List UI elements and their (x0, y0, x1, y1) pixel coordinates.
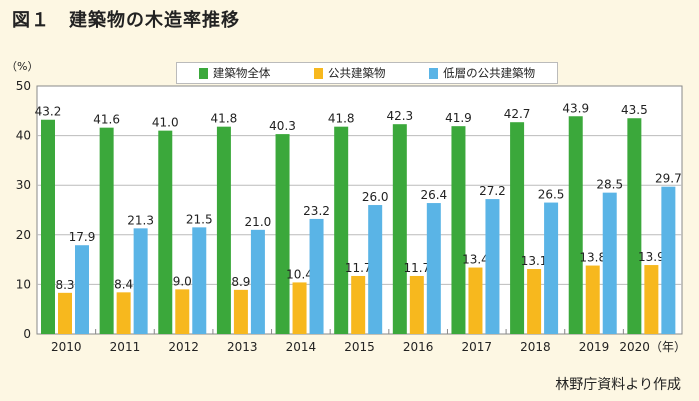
bar-public-buildings (351, 275, 366, 334)
data-label-all-buildings: 41.6 (93, 113, 120, 127)
bar-lowrise-public-buildings (661, 186, 676, 334)
x-tick-label: 2012 (168, 340, 199, 354)
bar-all-buildings (334, 126, 349, 334)
legend-swatch-all-buildings (198, 67, 208, 79)
x-tick-label: 2011 (110, 340, 141, 354)
bar-all-buildings (568, 116, 583, 334)
bar-public-buildings (58, 292, 72, 334)
data-label-public-buildings: 9.0 (173, 274, 192, 288)
bar-lowrise-public-buildings (544, 202, 559, 334)
data-label-public-buildings: 11.7 (345, 261, 372, 275)
x-tick-label: 2016 (403, 340, 434, 354)
data-label-lowrise-public-buildings: 28.5 (596, 178, 623, 192)
x-tick-label: 2010 (51, 340, 82, 354)
y-tick-label: 40 (16, 129, 31, 143)
bar-all-buildings (627, 118, 642, 335)
y-tick-label: 10 (16, 277, 31, 291)
x-tick-label: 2017 (461, 340, 492, 354)
x-tick-label: 2013 (227, 340, 258, 354)
data-label-all-buildings: 42.7 (504, 107, 531, 121)
bar-all-buildings (510, 122, 525, 334)
data-label-lowrise-public-buildings: 21.3 (127, 213, 154, 227)
data-label-public-buildings: 8.4 (114, 277, 133, 291)
data-label-all-buildings: 42.3 (386, 109, 413, 123)
y-tick-label: 20 (16, 228, 31, 242)
data-label-lowrise-public-buildings: 23.2 (303, 204, 330, 218)
bar-all-buildings (158, 130, 173, 334)
bar-public-buildings (644, 265, 659, 334)
legend-item-lowrise-public-buildings: 低層の公共建築物 (429, 65, 535, 81)
legend-swatch-lowrise-public-buildings (429, 67, 439, 79)
bar-public-buildings (233, 289, 248, 334)
bar-public-buildings (527, 269, 542, 334)
x-tick-label: 2015 (344, 340, 375, 354)
data-label-lowrise-public-buildings: 17.9 (69, 230, 96, 244)
bar-lowrise-public-buildings (192, 227, 207, 334)
legend-swatch-public-buildings (313, 67, 323, 79)
y-axis-unit-label: （%） (6, 60, 39, 73)
y-tick-label: 50 (16, 79, 31, 93)
bar-all-buildings (451, 126, 466, 335)
bar-all-buildings (392, 124, 407, 334)
data-label-all-buildings: 41.8 (211, 112, 238, 126)
legend-label-all-buildings: 建築物全体 (212, 66, 271, 80)
bar-all-buildings (99, 127, 114, 334)
data-label-all-buildings: 40.3 (269, 119, 296, 133)
x-tick-label: 2018 (520, 340, 551, 354)
x-tick-label: 2020（年） (619, 340, 686, 354)
data-label-public-buildings: 8.3 (55, 278, 74, 292)
bar-lowrise-public-buildings (485, 199, 500, 334)
data-label-public-buildings: 13.9 (638, 250, 665, 264)
bar-lowrise-public-buildings (602, 192, 617, 334)
y-tick-label: 0 (23, 327, 31, 341)
bar-public-buildings (175, 289, 190, 334)
data-label-lowrise-public-buildings: 26.4 (420, 188, 447, 202)
bar-public-buildings (409, 275, 424, 334)
data-label-all-buildings: 43.9 (562, 101, 589, 115)
bar-lowrise-public-buildings (250, 229, 265, 334)
bar-lowrise-public-buildings (133, 228, 148, 334)
bar-public-buildings (468, 267, 483, 334)
bar-all-buildings (216, 126, 231, 334)
source-note: 林野庁資料より作成 (555, 377, 681, 393)
data-label-lowrise-public-buildings: 26.5 (538, 188, 565, 202)
data-label-lowrise-public-buildings: 27.2 (479, 184, 506, 198)
legend: 建築物全体 公共建築物 低層の公共建築物 (176, 62, 558, 84)
data-label-all-buildings: 41.8 (328, 112, 355, 126)
data-label-public-buildings: 8.9 (231, 275, 250, 289)
data-label-public-buildings: 13.8 (579, 251, 606, 265)
y-tick-label: 30 (16, 178, 31, 192)
bar-all-buildings (275, 134, 290, 334)
data-label-public-buildings: 13.1 (521, 254, 548, 268)
bar-public-buildings (116, 292, 131, 334)
bar-lowrise-public-buildings (75, 245, 89, 334)
data-label-lowrise-public-buildings: 21.0 (245, 215, 272, 229)
bar-public-buildings (585, 265, 600, 334)
x-tick-label: 2014 (286, 340, 317, 354)
data-label-all-buildings: 43.5 (621, 103, 648, 117)
chart-title: 図１ 建築物の木造率推移 (12, 10, 240, 31)
data-label-public-buildings: 13.4 (462, 253, 489, 267)
legend-item-public-buildings: 公共建築物 (313, 65, 386, 81)
data-label-public-buildings: 10.4 (286, 267, 313, 281)
bar-all-buildings (41, 119, 55, 334)
legend-label-lowrise-public-buildings: 低層の公共建築物 (443, 66, 536, 80)
data-label-lowrise-public-buildings: 29.7 (655, 172, 682, 186)
data-label-all-buildings: 41.0 (152, 116, 179, 130)
data-label-all-buildings: 41.9 (445, 111, 472, 125)
legend-item-all-buildings: 建築物全体 (198, 65, 271, 81)
legend-label-public-buildings: 公共建築物 (327, 66, 386, 80)
data-label-all-buildings: 43.2 (35, 105, 62, 119)
bar-lowrise-public-buildings (368, 205, 383, 334)
data-label-lowrise-public-buildings: 21.5 (186, 212, 213, 226)
bar-lowrise-public-buildings (426, 203, 441, 334)
data-label-lowrise-public-buildings: 26.0 (362, 190, 389, 204)
bar-public-buildings (292, 282, 307, 334)
x-tick-label: 2019 (579, 340, 610, 354)
bar-lowrise-public-buildings (309, 218, 324, 334)
data-label-public-buildings: 11.7 (403, 261, 430, 275)
